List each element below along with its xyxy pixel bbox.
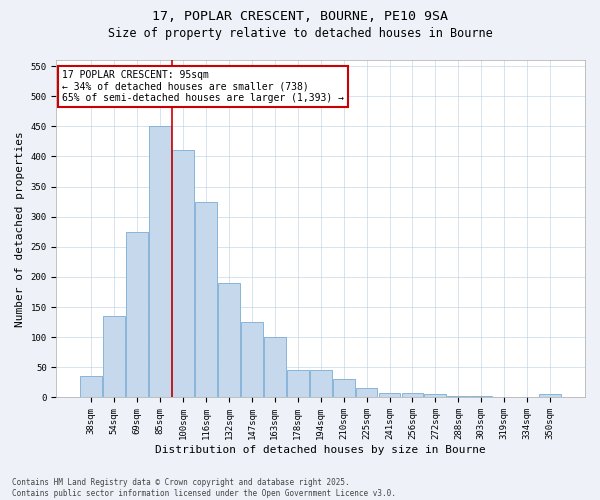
Bar xyxy=(264,337,286,398)
Bar xyxy=(241,322,263,398)
Bar xyxy=(493,397,515,398)
Bar xyxy=(80,376,102,398)
Bar xyxy=(424,394,446,398)
Bar xyxy=(149,126,171,398)
Bar xyxy=(356,388,377,398)
Bar xyxy=(127,232,148,398)
Bar xyxy=(333,380,355,398)
Text: Size of property relative to detached houses in Bourne: Size of property relative to detached ho… xyxy=(107,28,493,40)
Bar xyxy=(103,316,125,398)
Text: Contains HM Land Registry data © Crown copyright and database right 2025.
Contai: Contains HM Land Registry data © Crown c… xyxy=(12,478,396,498)
Bar xyxy=(470,396,492,398)
Bar xyxy=(448,396,469,398)
Text: 17 POPLAR CRESCENT: 95sqm
← 34% of detached houses are smaller (738)
65% of semi: 17 POPLAR CRESCENT: 95sqm ← 34% of detac… xyxy=(62,70,344,103)
Bar xyxy=(539,394,561,398)
Bar xyxy=(287,370,308,398)
Bar xyxy=(401,392,424,398)
Text: 17, POPLAR CRESCENT, BOURNE, PE10 9SA: 17, POPLAR CRESCENT, BOURNE, PE10 9SA xyxy=(152,10,448,23)
Bar xyxy=(172,150,194,398)
Bar xyxy=(195,202,217,398)
Bar xyxy=(218,283,240,398)
Y-axis label: Number of detached properties: Number of detached properties xyxy=(15,131,25,326)
X-axis label: Distribution of detached houses by size in Bourne: Distribution of detached houses by size … xyxy=(155,445,486,455)
Bar xyxy=(310,370,332,398)
Bar xyxy=(516,397,538,398)
Bar xyxy=(379,392,400,398)
